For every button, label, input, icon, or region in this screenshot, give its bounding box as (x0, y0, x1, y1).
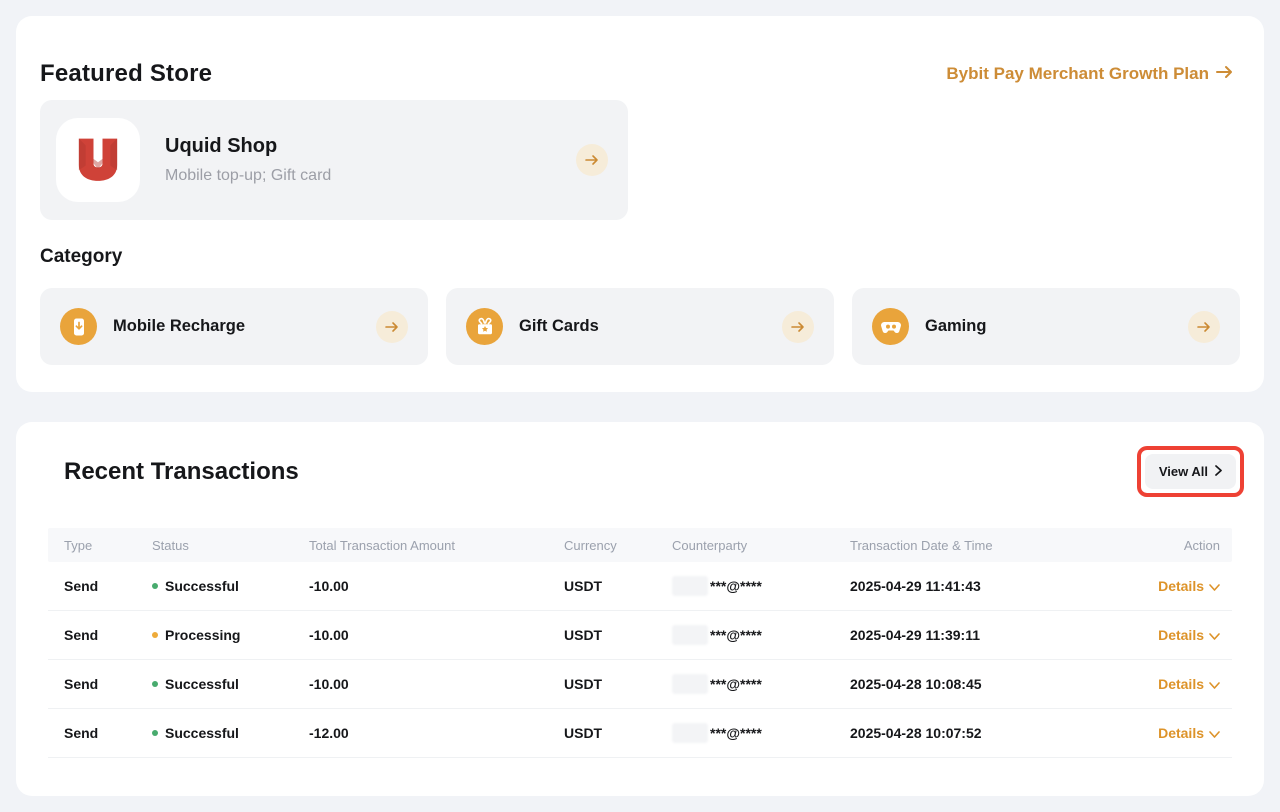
tx-amount: -10.00 (309, 627, 349, 643)
details-link[interactable]: Details (1158, 725, 1220, 741)
chevron-right-icon (1215, 464, 1222, 479)
featured-store-card: Featured Store Bybit Pay Merchant Growth… (16, 16, 1264, 392)
category-card-gift-cards[interactable]: Gift Cards (446, 288, 834, 365)
category-arrow-button[interactable] (376, 310, 408, 343)
store-arrow-button[interactable] (576, 144, 608, 176)
view-all-label: View All (1158, 464, 1208, 479)
tx-currency: USDT (564, 725, 603, 741)
featured-store-title: Featured Store (40, 60, 213, 87)
arrow-right-icon (1197, 321, 1210, 332)
arrow-right-icon (385, 321, 398, 332)
gift-icon (466, 308, 503, 345)
featured-store-header: Featured Store Bybit Pay Merchant Growth… (40, 60, 1234, 88)
tx-type: Send (64, 627, 99, 643)
chevron-down-icon (1209, 676, 1220, 692)
recent-transactions-card: Recent Transactions View All Type Status… (16, 422, 1264, 796)
category-title: Category (40, 246, 123, 267)
column-header-counterparty: Counterparty (672, 537, 748, 553)
details-link[interactable]: Details (1158, 676, 1220, 692)
store-description: Mobile top-up; Gift card (165, 167, 332, 184)
tx-datetime: 2025-04-28 10:08:45 (850, 676, 982, 692)
tx-amount: -10.00 (309, 676, 349, 692)
column-header-currency: Currency (564, 537, 617, 553)
category-arrow-button[interactable] (1188, 310, 1220, 343)
tx-datetime: 2025-04-29 11:41:43 (850, 578, 981, 594)
uquid-logo (56, 118, 140, 202)
chevron-down-icon (1209, 725, 1220, 741)
category-arrow-button[interactable] (782, 310, 814, 343)
column-header-type: Type (64, 537, 93, 553)
tx-action: Details (1100, 725, 1220, 741)
merchant-growth-plan-link[interactable]: Bybit Pay Merchant Growth Plan (946, 64, 1234, 84)
tx-status: Successful (152, 725, 309, 741)
tx-status: Successful (152, 578, 309, 594)
status-dot-icon (152, 730, 158, 736)
column-header-action: Action (1183, 537, 1220, 553)
table-row: Send Successful -12.00 USDT ***@**** 202… (48, 709, 1232, 758)
redacted-box (672, 625, 708, 645)
recent-transactions-title: Recent Transactions (64, 457, 299, 485)
details-link[interactable]: Details (1158, 578, 1220, 594)
tx-datetime: 2025-04-28 10:07:52 (850, 725, 982, 741)
tx-type: Send (64, 725, 99, 741)
table-body: Send Successful -10.00 USDT ***@**** 202… (48, 562, 1232, 758)
tx-action: Details (1100, 578, 1220, 594)
merchant-growth-plan-label: Bybit Pay Merchant Growth Plan (946, 64, 1209, 83)
tx-currency: USDT (564, 627, 603, 643)
store-text: Uquid Shop Mobile top-up; Gift card (165, 135, 576, 185)
store-name: Uquid Shop (165, 135, 278, 157)
tx-amount: -10.00 (309, 578, 349, 594)
tx-datetime: 2025-04-29 11:39:11 (850, 627, 980, 643)
table-row: Send Successful -10.00 USDT ***@**** 202… (48, 660, 1232, 709)
table-row: Send Successful -10.00 USDT ***@**** 202… (48, 562, 1232, 611)
transactions-table: Type Status Total Transaction Amount Cur… (48, 528, 1232, 758)
tx-counterparty: ***@**** (672, 625, 850, 645)
tx-counterparty: ***@**** (672, 723, 850, 743)
tx-type: Send (64, 676, 99, 692)
column-header-datetime: Transaction Date & Time (850, 537, 993, 553)
table-row: Send Processing -10.00 USDT ***@**** 202… (48, 611, 1232, 660)
tx-status: Processing (152, 627, 309, 643)
tx-amount: -12.00 (309, 725, 349, 741)
category-row: Mobile Recharge Gift Cards (40, 288, 1240, 365)
tx-counterparty: ***@**** (672, 576, 850, 596)
category-label: Gaming (925, 317, 987, 335)
category-card-gaming[interactable]: Gaming (852, 288, 1240, 365)
tx-counterparty: ***@**** (672, 674, 850, 694)
table-header-row: Type Status Total Transaction Amount Cur… (48, 528, 1232, 562)
category-label: Gift Cards (519, 317, 599, 335)
phone-recharge-icon (60, 308, 97, 345)
category-label: Mobile Recharge (113, 317, 246, 335)
store-card-uquid[interactable]: Uquid Shop Mobile top-up; Gift card (40, 100, 628, 220)
column-header-amount: Total Transaction Amount (309, 537, 455, 553)
tx-currency: USDT (564, 676, 603, 692)
status-dot-icon (152, 632, 158, 638)
annotation-highlight: View All (1136, 446, 1244, 497)
tx-type: Send (64, 578, 99, 594)
column-header-status: Status (152, 537, 189, 553)
recent-transactions-header: Recent Transactions View All (48, 446, 1244, 497)
redacted-box (672, 723, 708, 743)
view-all-button[interactable]: View All (1144, 454, 1236, 489)
chevron-down-icon (1209, 578, 1220, 594)
chevron-down-icon (1209, 627, 1220, 643)
tx-action: Details (1100, 627, 1220, 643)
redacted-box (672, 576, 708, 596)
redacted-box (672, 674, 708, 694)
tx-action: Details (1100, 676, 1220, 692)
tx-currency: USDT (564, 578, 603, 594)
gamepad-icon (872, 308, 909, 345)
arrow-right-icon (791, 321, 804, 332)
status-dot-icon (152, 583, 158, 589)
arrow-right-icon (1216, 64, 1234, 84)
status-dot-icon (152, 681, 158, 687)
arrow-right-icon (585, 155, 598, 165)
details-link[interactable]: Details (1158, 627, 1220, 643)
tx-status: Successful (152, 676, 309, 692)
category-card-mobile-recharge[interactable]: Mobile Recharge (40, 288, 428, 365)
